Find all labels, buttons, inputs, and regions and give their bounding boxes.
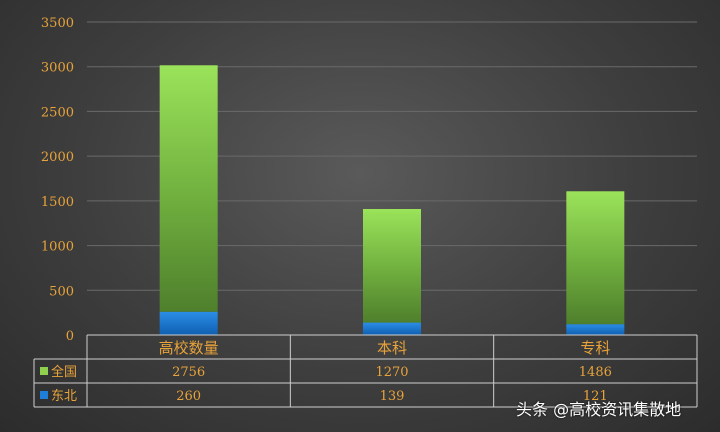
legend-key-northeast (40, 391, 48, 399)
data-label: 1270 (375, 365, 408, 380)
y-tick-label: 1500 (41, 195, 74, 210)
data-label: 1486 (579, 365, 612, 380)
y-tick-label: 0 (66, 329, 74, 344)
bar-northeast (363, 322, 421, 335)
watermark: 头条 @高校资讯集散地 (516, 400, 682, 419)
y-tick-label: 3500 (41, 16, 74, 31)
bar-northeast (159, 311, 218, 335)
data-label: 121 (583, 389, 608, 404)
data-label: 139 (380, 389, 405, 404)
bar-national (363, 208, 421, 323)
y-tick-label: 2500 (41, 105, 74, 120)
y-tick-label: 3000 (41, 61, 74, 76)
bar-national (159, 65, 218, 312)
x-tick-label: 高校数量 (159, 339, 219, 357)
bar-national (566, 191, 625, 325)
x-tick-label: 本科 (377, 339, 407, 357)
y-tick-label: 500 (49, 284, 74, 299)
y-tick-label: 2000 (41, 150, 74, 165)
bar-northeast (566, 324, 625, 335)
x-tick-label: 专科 (580, 339, 610, 357)
data-label: 2756 (172, 365, 205, 380)
legend-label: 东北 (51, 389, 77, 404)
data-label: 260 (176, 389, 201, 404)
legend-label: 全国 (51, 364, 77, 380)
y-tick-label: 1000 (41, 240, 74, 255)
legend-key-national (40, 367, 48, 375)
